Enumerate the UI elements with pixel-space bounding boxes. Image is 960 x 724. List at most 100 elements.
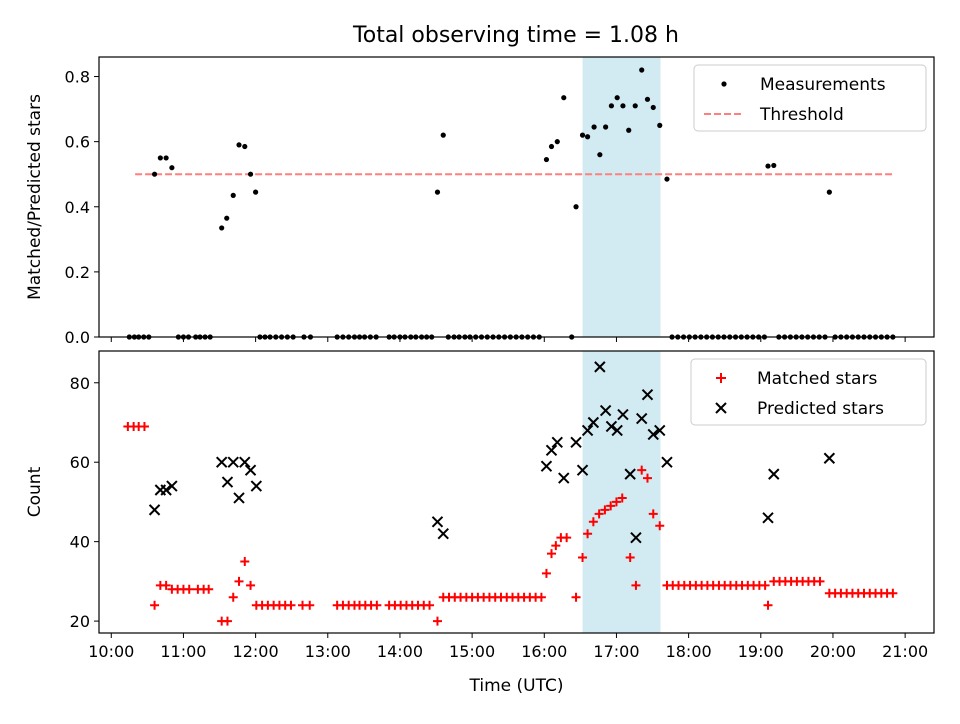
matched-star-point: [617, 493, 627, 503]
y-axis-label: Count: [25, 466, 45, 517]
predicted-star-point: [647, 428, 659, 441]
matched-star-point: [611, 497, 621, 507]
y-tick-label: 0.2: [65, 263, 90, 282]
measurement-point: [236, 142, 242, 148]
matched-star-point: [286, 600, 296, 610]
predicted-star-point: [431, 516, 444, 528]
matched-star-point: [222, 616, 232, 626]
measurement-point: [579, 132, 586, 138]
matched-star-point: [655, 521, 665, 531]
predicted-star-point: [605, 420, 618, 433]
measurement-point: [657, 122, 663, 128]
matched-star-point: [578, 553, 588, 563]
matched-star-point: [642, 473, 652, 483]
measurement-point: [826, 189, 832, 195]
measurement-point: [765, 163, 771, 169]
measurement-point: [591, 124, 597, 130]
predicted-star-point: [587, 416, 600, 429]
predicted-star-point: [250, 480, 263, 492]
legend-box: [690, 358, 927, 426]
predicted-star-point: [661, 456, 673, 468]
measurement-point: [639, 67, 645, 73]
predicted-star-point: [581, 424, 594, 437]
predicted-star-point: [594, 361, 606, 373]
predicted-star-point: [540, 460, 553, 472]
measurement-point: [230, 192, 236, 198]
measurement-point: [608, 103, 615, 109]
matched-star-point: [139, 421, 149, 431]
matched-star-point: [594, 509, 604, 519]
measurement-point: [620, 103, 626, 109]
matched-star-point: [541, 568, 551, 578]
legend-marker-dot: [721, 81, 727, 87]
top-panel: 0.0 0.2 0.4 0.6 0.8 Matched/Predicted stars Me…: [25, 56, 935, 347]
predicted-star-point: [233, 492, 245, 504]
matched-star-point: [161, 580, 171, 590]
predicted-star-point: [624, 468, 636, 480]
legend: Measurements Threshold: [693, 64, 927, 132]
measurement-point: [603, 124, 609, 130]
measurement-point: [632, 103, 638, 109]
matched-star-point: [432, 616, 442, 626]
measurement-point: [626, 127, 632, 133]
y-tick-label: 0.4: [65, 198, 90, 217]
matched-star-point: [228, 592, 238, 602]
matched-star-point: [606, 501, 616, 511]
matched-star-point: [204, 584, 214, 594]
measurement-point: [573, 204, 579, 210]
matched-star-point: [551, 541, 561, 551]
measurement-point: [253, 189, 259, 195]
measurement-point: [434, 189, 441, 195]
predicted-star-point: [437, 527, 449, 540]
matched-star-point: [536, 592, 546, 602]
matched-star-point: [425, 600, 435, 610]
y-axis-label: Matched/Predicted stars: [25, 94, 45, 300]
measurement-point: [440, 132, 446, 138]
measurement-point: [163, 155, 169, 161]
matched-star-point: [372, 600, 382, 610]
matched-star-point: [240, 557, 250, 567]
measurement-point: [543, 156, 550, 163]
matched-star-point: [648, 509, 658, 519]
predicted-star-point: [148, 504, 161, 516]
measurement-point: [219, 225, 225, 231]
measurement-point: [554, 139, 560, 145]
matched-star-point: [562, 533, 572, 543]
x-tick-label: 17:00: [593, 642, 639, 661]
measurement-point: [650, 104, 656, 111]
matched-star-point: [625, 553, 635, 563]
matched-star-point: [184, 584, 194, 594]
predicted-star-point: [823, 452, 836, 464]
predicted-star-point: [654, 424, 666, 437]
x-tick-label: 18:00: [666, 642, 712, 661]
matched-star-point: [631, 580, 641, 590]
legend-label: Threshold: [759, 105, 844, 125]
predicted-star-point: [160, 484, 172, 496]
matched-star-point: [763, 600, 773, 610]
predicted-star-point: [166, 480, 178, 492]
measurement-point: [242, 143, 248, 150]
y-tick-label: 0.6: [65, 133, 90, 152]
measurement-point: [169, 165, 175, 171]
x-tick-label: 19:00: [738, 642, 784, 661]
measurement-point: [151, 171, 158, 177]
measurement-point: [614, 95, 620, 101]
legend-marker-x: [715, 402, 727, 414]
measurement-point: [224, 215, 230, 221]
predicted-star-point: [570, 436, 582, 449]
bottom-panel: 20 40 60 80 10:00 11:00 12:00 13:00 14:00 15:00 16…: [25, 350, 935, 696]
matched-star-point: [815, 576, 825, 586]
chart-title: Total observing time = 1.08 h: [352, 23, 679, 48]
measurement-point: [247, 171, 254, 177]
x-tick-label: 16:00: [521, 642, 567, 661]
matched-star-point: [583, 529, 593, 539]
predicted-star-point: [611, 424, 623, 437]
predicted-star-point: [239, 456, 251, 468]
predicted-star-point: [221, 476, 234, 488]
matched-star-point: [150, 600, 160, 610]
predicted-star-point: [768, 468, 780, 480]
x-tick-label: 21:00: [882, 642, 928, 661]
predicted-star-point: [244, 464, 257, 476]
measurement-point: [771, 162, 777, 169]
measurement-point: [548, 143, 555, 150]
